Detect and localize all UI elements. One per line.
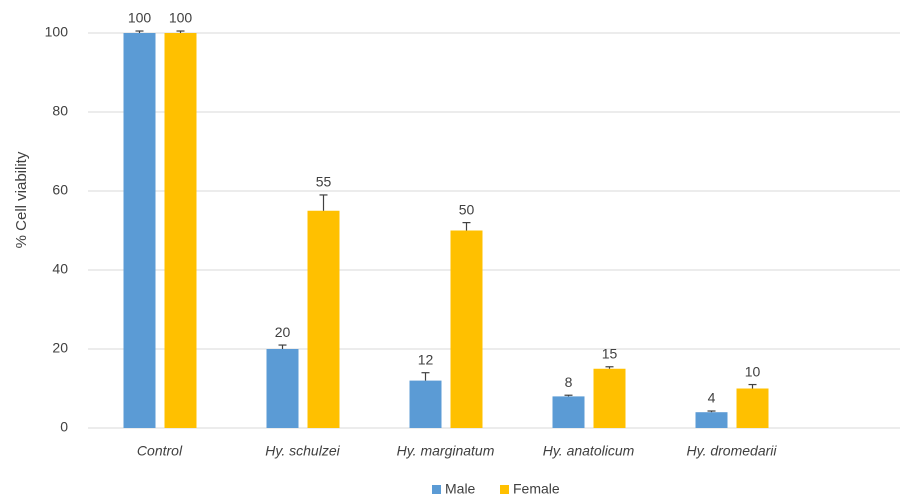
data-label: 20 bbox=[275, 324, 291, 340]
data-label: 50 bbox=[459, 201, 475, 217]
y-tick-label: 0 bbox=[60, 419, 68, 435]
bar bbox=[164, 33, 197, 428]
y-tick-label: 40 bbox=[52, 261, 68, 277]
bar bbox=[736, 388, 769, 428]
bar bbox=[266, 349, 299, 428]
legend-label: Female bbox=[513, 481, 560, 497]
data-label: 8 bbox=[565, 374, 573, 390]
x-tick-label: Hy. schulzei bbox=[265, 443, 340, 459]
data-label: 10 bbox=[745, 363, 761, 379]
y-tick-label: 20 bbox=[52, 340, 68, 356]
x-tick-label: Hy. anatolicum bbox=[543, 443, 635, 459]
x-tick-label: Control bbox=[137, 443, 183, 459]
data-label: 100 bbox=[169, 10, 193, 26]
x-tick-label: Hy. marginatum bbox=[397, 443, 495, 459]
bar bbox=[593, 368, 626, 428]
bar bbox=[450, 230, 483, 428]
bar bbox=[307, 210, 340, 428]
x-tick-label: Hy. dromedarii bbox=[687, 443, 778, 459]
legend-swatch bbox=[500, 485, 509, 494]
y-axis-label: % Cell viability bbox=[13, 151, 30, 248]
data-label: 15 bbox=[602, 345, 618, 361]
bar bbox=[409, 380, 442, 428]
legend-label: Male bbox=[445, 481, 476, 497]
bar bbox=[552, 396, 585, 428]
bar bbox=[695, 412, 728, 428]
data-label: 12 bbox=[418, 351, 434, 367]
data-label: 100 bbox=[128, 10, 152, 26]
legend-swatch bbox=[432, 485, 441, 494]
y-tick-label: 100 bbox=[45, 24, 69, 40]
y-tick-label: 60 bbox=[52, 182, 68, 198]
data-label: 4 bbox=[708, 390, 716, 406]
bar bbox=[123, 33, 156, 428]
y-tick-label: 80 bbox=[52, 103, 68, 119]
data-label: 55 bbox=[316, 174, 332, 190]
